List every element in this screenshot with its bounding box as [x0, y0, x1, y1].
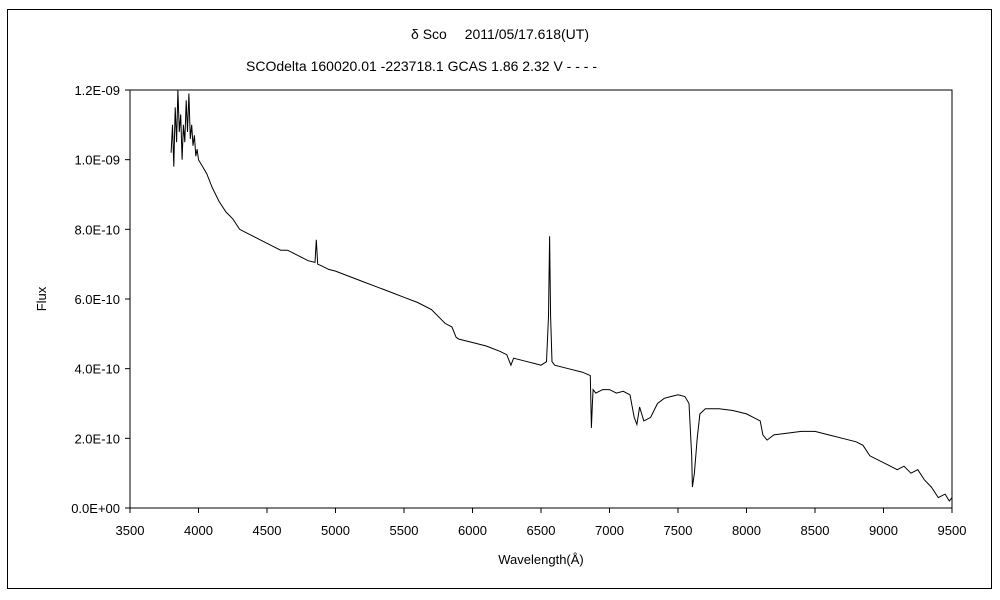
x-tick-label: 8000: [732, 523, 761, 538]
x-tick-label: 3500: [116, 523, 145, 538]
y-tick-label: 1.0E-09: [74, 153, 120, 168]
x-tick-label: 5500: [390, 523, 419, 538]
x-tick-label: 4500: [253, 523, 282, 538]
chart-title: δ Sco 2011/05/17.618(UT): [411, 26, 589, 42]
y-axis-title: Flux: [34, 286, 49, 311]
x-tick-label: 7000: [595, 523, 624, 538]
x-tick-label: 5000: [321, 523, 350, 538]
x-tick-label: 6000: [458, 523, 487, 538]
y-tick-label: 2.0E-10: [74, 431, 120, 446]
spectrum-line: [170, 89, 953, 502]
y-tick-label: 6.0E-10: [74, 292, 120, 307]
y-tick-label: 0.0E+00: [71, 501, 120, 516]
x-tick-label: 8500: [801, 523, 830, 538]
x-tick-label: 9000: [869, 523, 898, 538]
chart-subtitle: SCOdelta 160020.01 -223718.1 GCAS 1.86 2…: [246, 58, 597, 74]
y-axis: 0.0E+00 2.0E-10 4.0E-10 6.0E-10 8.0E-10 1.0E-…: [71, 83, 130, 516]
x-tick-label: 7500: [664, 523, 693, 538]
y-tick-label: 4.0E-10: [74, 362, 120, 377]
x-axis-title: Wavelength(Å): [498, 552, 584, 567]
x-tick-label: 6500: [527, 523, 556, 538]
plot-area: [129, 89, 953, 509]
x-tick-label: 9500: [938, 523, 967, 538]
y-tick-label: 8.0E-10: [74, 222, 120, 237]
y-tick-label: 1.2E-09: [74, 83, 120, 98]
x-axis: 3500 4000 4500 5000 5500 6000 6500 7000 7500 8000…: [116, 508, 967, 538]
x-tick-label: 4000: [184, 523, 213, 538]
